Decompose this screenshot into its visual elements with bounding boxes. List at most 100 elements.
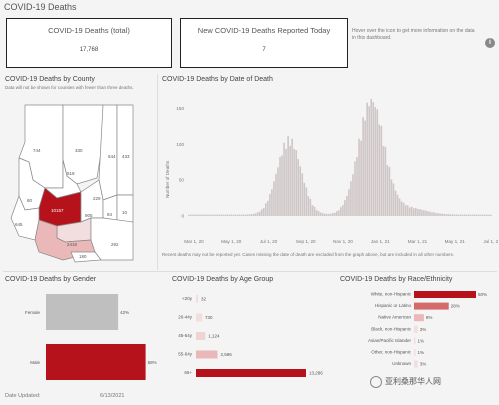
date-bar — [441, 213, 443, 216]
date-bar — [453, 214, 456, 216]
county-label: 544 — [108, 154, 116, 159]
date-bar — [425, 210, 427, 216]
date-bar — [238, 214, 241, 216]
date-bar — [297, 159, 300, 216]
info-icon[interactable]: i — [485, 38, 495, 48]
race-category: Other, non-Hispanic — [371, 350, 412, 355]
date-bar — [313, 206, 316, 216]
date-ytick: 150 — [176, 106, 184, 111]
age-title: COVID-19 Deaths by Age Group — [172, 276, 274, 283]
race-value: 3% — [420, 327, 427, 332]
date-bar — [226, 214, 229, 216]
date-bar — [262, 207, 265, 216]
date-bar — [307, 196, 310, 216]
date-bar — [269, 193, 271, 216]
county-pima — [34, 219, 96, 261]
date-bar — [196, 214, 198, 216]
date-bar — [285, 148, 287, 216]
date-bar — [331, 213, 334, 216]
hint-text: Hover over the icon to get more informat… — [352, 28, 475, 41]
date-bar — [400, 201, 403, 216]
date-bar — [323, 213, 326, 216]
date-bar — [250, 214, 253, 216]
date-bar — [267, 200, 269, 216]
county-map: 744 330 544 433 519 80 10157 229 905 84 … — [10, 104, 134, 263]
date-bar — [202, 214, 204, 216]
date-bar — [295, 150, 298, 216]
date-bar — [315, 209, 318, 216]
date-bar — [311, 205, 314, 216]
age-value: 1,124 — [208, 334, 220, 339]
race-bar — [414, 302, 449, 310]
date-bar — [344, 200, 346, 216]
date-bar — [439, 213, 441, 216]
date-bar — [485, 214, 488, 216]
date-ytick: 100 — [176, 142, 184, 147]
date-bar — [451, 214, 454, 216]
date-bar — [479, 214, 482, 216]
date-bar — [293, 148, 296, 216]
date-bar — [299, 166, 302, 216]
race-category: Unknown — [392, 361, 411, 366]
age-bar — [196, 295, 198, 303]
date-bar — [421, 209, 423, 216]
date-bar — [483, 214, 486, 216]
date-bar — [301, 173, 304, 216]
wechat-icon — [370, 376, 382, 388]
race-bar — [414, 360, 418, 368]
date-bar — [459, 214, 462, 216]
date-bar — [386, 165, 389, 216]
date-bar — [188, 214, 190, 216]
date-bar — [374, 107, 377, 216]
county-label: 180 — [79, 254, 87, 259]
date-bar — [348, 189, 350, 216]
total-deaths-card: COVID-19 Deaths (total) 17,768 — [6, 18, 172, 68]
county-santa-cruz — [70, 251, 102, 263]
gender-value: 42% — [120, 310, 129, 315]
date-bar — [244, 214, 247, 216]
county-label: 433 — [122, 154, 130, 159]
date-bar — [333, 212, 336, 216]
new-deaths-card: New COVID-19 Deaths Reported Today 7 — [180, 18, 348, 68]
gender-title: COVID-19 Deaths by Gender — [5, 276, 97, 283]
date-bar — [356, 157, 358, 216]
date-xtick: Mar 1, 20 — [184, 239, 204, 244]
county-label: 2416 — [67, 242, 78, 247]
date-bar — [360, 140, 362, 216]
date-bar — [327, 213, 330, 216]
date-bar — [252, 213, 255, 216]
age-category: 20-44y — [178, 315, 193, 320]
date-bar — [210, 214, 212, 216]
race-category: Native American — [378, 315, 411, 320]
age-category: 45-54y — [178, 333, 193, 338]
date-bar — [396, 194, 399, 216]
date-bar — [305, 187, 308, 216]
date-bar — [370, 98, 373, 216]
date-bar — [242, 214, 245, 216]
date-bar — [477, 214, 480, 216]
date-bar — [273, 181, 275, 216]
date-bar — [417, 208, 419, 216]
date-bar — [248, 214, 251, 216]
date-bar — [402, 202, 405, 216]
total-deaths-value: 17,768 — [79, 47, 99, 53]
date-chart: Number of Deaths 0 50 100 150 Mar 1, 20 May … — [165, 98, 498, 244]
date-bar — [419, 209, 421, 216]
date-bar — [382, 146, 385, 216]
date-bar — [408, 207, 411, 216]
date-bar — [309, 198, 312, 216]
age-bar — [196, 350, 218, 359]
date-xtick: May 1, 20 — [221, 239, 242, 244]
age-bar — [196, 369, 306, 377]
date-bar — [431, 212, 433, 216]
date-bar — [206, 214, 208, 216]
date-bar — [279, 156, 281, 216]
date-bar — [303, 182, 306, 216]
date-bar — [358, 138, 360, 216]
date-bar — [467, 214, 470, 216]
date-bar — [346, 195, 348, 216]
age-bar — [196, 332, 206, 340]
county-title: COVID-19 Deaths by County — [5, 76, 95, 83]
section-divider — [3, 271, 497, 272]
county-cochise — [90, 217, 134, 261]
